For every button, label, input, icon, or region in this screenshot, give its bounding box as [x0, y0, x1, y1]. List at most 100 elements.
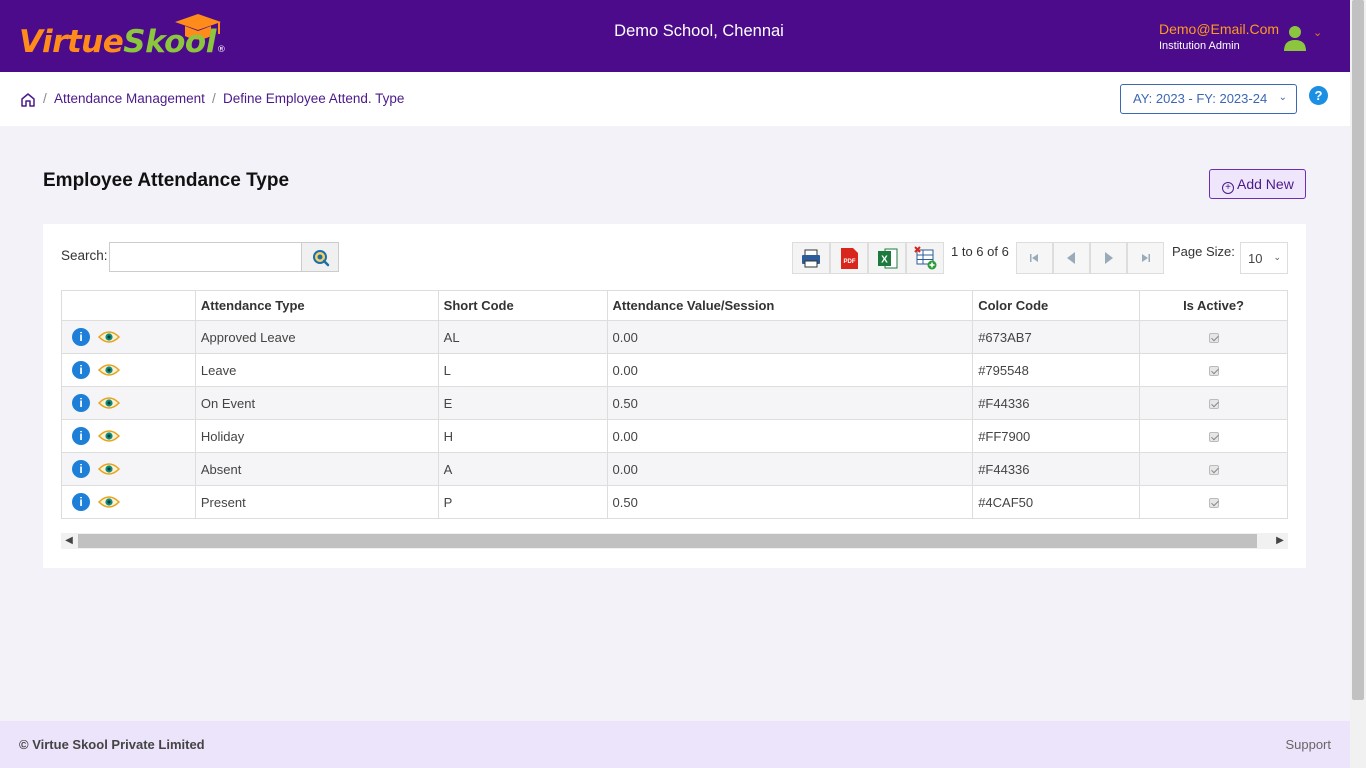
- checkbox-checked-icon: [1208, 432, 1219, 443]
- top-header: VirtueSkool® Demo School, Chennai Demo@E…: [0, 0, 1350, 72]
- add-new-button[interactable]: + Add New: [1209, 169, 1306, 199]
- checkbox-checked-icon: [1208, 498, 1219, 509]
- info-icon[interactable]: i: [72, 328, 90, 346]
- support-link[interactable]: Support: [1285, 737, 1331, 752]
- scroll-left-icon[interactable]: ◀: [65, 535, 73, 546]
- search-button[interactable]: [301, 242, 339, 272]
- column-header-attendance-type[interactable]: Attendance Type: [194, 290, 439, 321]
- attendance-type-cell: Leave: [194, 353, 439, 387]
- plus-circle-icon: +: [1222, 182, 1234, 194]
- column-header-attendance-value[interactable]: Attendance Value/Session: [606, 290, 974, 321]
- graduation-cap-icon: [175, 14, 221, 40]
- footer: © Virtue Skool Private Limited Support: [0, 721, 1350, 768]
- eye-icon[interactable]: [97, 330, 121, 344]
- info-icon[interactable]: i: [72, 493, 90, 511]
- attendance-value-cell: 0.50: [606, 386, 974, 420]
- virtueskool-logo[interactable]: VirtueSkool®: [19, 12, 243, 62]
- info-icon[interactable]: i: [72, 460, 90, 478]
- is-active-cell: [1139, 452, 1288, 486]
- svg-text:PDF: PDF: [844, 259, 856, 265]
- user-avatar-icon[interactable]: [1282, 24, 1308, 52]
- scroll-right-icon[interactable]: ▶: [1276, 535, 1284, 546]
- attendance-value-cell: 0.00: [606, 353, 974, 387]
- column-header-color-code[interactable]: Color Code: [972, 290, 1141, 321]
- home-icon[interactable]: [20, 92, 36, 108]
- attendance-type-cell: On Event: [194, 386, 439, 420]
- user-email[interactable]: Demo@Email.Com: [1159, 21, 1280, 37]
- export-excel-button[interactable]: X: [868, 242, 906, 274]
- scrollbar-thumb[interactable]: [1352, 0, 1364, 700]
- print-button[interactable]: [792, 242, 830, 274]
- attendance-type-cell: Present: [194, 485, 439, 519]
- attendance-type-cell: Approved Leave: [194, 320, 439, 354]
- column-chooser-button[interactable]: [906, 242, 944, 274]
- add-new-label: Add New: [1237, 176, 1294, 192]
- search-icon: [313, 250, 330, 267]
- checkbox-checked-icon: [1208, 366, 1219, 377]
- help-icon[interactable]: ?: [1309, 86, 1328, 105]
- last-page-icon: [1142, 254, 1150, 262]
- attendance-value-cell: 0.00: [606, 320, 974, 354]
- checkbox-checked-icon: [1208, 399, 1219, 410]
- column-header-is-active[interactable]: Is Active?: [1139, 290, 1288, 321]
- info-icon[interactable]: i: [72, 361, 90, 379]
- row-actions: i: [61, 386, 196, 420]
- color-code-cell: #795548: [972, 353, 1141, 387]
- table-horizontal-scrollbar[interactable]: ◀ ▶: [61, 533, 1288, 549]
- eye-icon[interactable]: [97, 462, 121, 476]
- column-header-short-code[interactable]: Short Code: [437, 290, 608, 321]
- is-active-cell: [1139, 386, 1288, 420]
- page-scrollbar[interactable]: [1350, 0, 1366, 768]
- table-row: i Absent A 0.00 #F44336: [61, 452, 1288, 486]
- search-input[interactable]: [109, 242, 302, 272]
- color-code-cell: #4CAF50: [972, 485, 1141, 519]
- chevron-down-icon: ⌄: [1278, 92, 1287, 103]
- is-active-cell: [1139, 320, 1288, 354]
- info-icon[interactable]: i: [72, 427, 90, 445]
- attendance-type-cell: Absent: [194, 452, 439, 486]
- academic-year-value: AY: 2023 - FY: 2023-24: [1133, 91, 1268, 106]
- scrollbar-thumb[interactable]: [78, 534, 1257, 548]
- color-code-cell: #F44336: [972, 386, 1141, 420]
- table-row: i Present P 0.50 #4CAF50: [61, 485, 1288, 519]
- info-icon[interactable]: i: [72, 394, 90, 412]
- page-size-select[interactable]: 10 ⌄: [1240, 242, 1288, 274]
- is-active-cell: [1139, 419, 1288, 453]
- checkbox-checked-icon: [1208, 465, 1219, 476]
- table-row: i Leave L 0.00 #795548: [61, 353, 1288, 387]
- short-code-cell: AL: [437, 320, 608, 354]
- row-actions: i: [61, 452, 196, 486]
- short-code-cell: L: [437, 353, 608, 387]
- page-size-label: Page Size:: [1172, 244, 1235, 259]
- school-name: Demo School, Chennai: [614, 22, 784, 40]
- last-page-button[interactable]: [1127, 242, 1164, 274]
- eye-icon[interactable]: [97, 363, 121, 377]
- breadcrumb-separator: /: [43, 91, 47, 106]
- attendance-value-cell: 0.50: [606, 485, 974, 519]
- short-code-cell: E: [437, 386, 608, 420]
- is-active-cell: [1139, 353, 1288, 387]
- attendance-value-cell: 0.00: [606, 419, 974, 453]
- breadcrumb-attendance-management[interactable]: Attendance Management: [54, 91, 205, 106]
- table-row: i On Event E 0.50 #F44336: [61, 386, 1288, 420]
- next-page-button[interactable]: [1090, 242, 1127, 274]
- next-page-icon: [1105, 252, 1113, 264]
- academic-year-select[interactable]: AY: 2023 - FY: 2023-24 ⌄: [1120, 84, 1297, 114]
- attendance-type-cell: Holiday: [194, 419, 439, 453]
- previous-page-button[interactable]: [1053, 242, 1090, 274]
- excel-icon: X: [878, 248, 898, 269]
- eye-icon[interactable]: [97, 429, 121, 443]
- attendance-type-table: Attendance Type Short Code Attendance Va…: [61, 290, 1288, 519]
- eye-icon[interactable]: [97, 396, 121, 410]
- breadcrumb-current-page: Define Employee Attend. Type: [223, 91, 405, 106]
- grid-card: Search: PDF X: [43, 224, 1306, 568]
- eye-icon[interactable]: [97, 495, 121, 509]
- table-row: i Holiday H 0.00 #FF7900: [61, 419, 1288, 453]
- page-size-value: 10: [1248, 251, 1263, 266]
- chevron-down-icon[interactable]: ⌄: [1313, 27, 1323, 39]
- export-pdf-button[interactable]: PDF: [830, 242, 868, 274]
- color-code-cell: #673AB7: [972, 320, 1141, 354]
- table-row: i Approved Leave AL 0.00 #673AB7: [61, 320, 1288, 354]
- table-header-row: Attendance Type Short Code Attendance Va…: [61, 290, 1288, 321]
- first-page-button[interactable]: [1016, 242, 1053, 274]
